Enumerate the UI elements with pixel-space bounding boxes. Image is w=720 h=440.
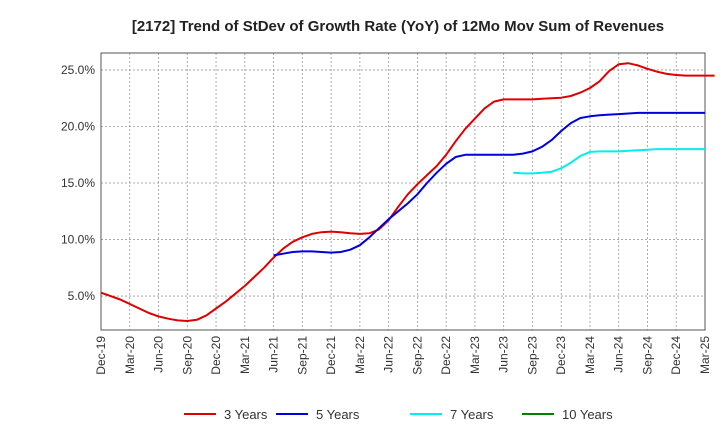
legend: 3 Years 5 Years 7 Years 10 Years (184, 407, 613, 422)
x-tick-label: Mar-25 (698, 336, 712, 374)
x-tick-label: Dec-20 (209, 336, 223, 375)
x-tick-label: Jun-20 (152, 336, 166, 373)
x-tick-label: Mar-20 (123, 336, 137, 374)
x-tick-label: Sep-24 (640, 336, 654, 375)
legend-label: 3 Years (224, 407, 268, 422)
x-tick-label: Sep-20 (180, 336, 194, 375)
x-axis: Dec-19 Mar-20 Jun-20 Sep-20 Dec-20 Mar-21 Jun-… (94, 336, 712, 375)
y-tick-label: 25.0% (61, 63, 95, 77)
legend-label: 10 Years (562, 407, 613, 422)
x-tick-label: Mar-23 (468, 336, 482, 374)
x-tick-label: Dec-21 (324, 336, 338, 375)
y-tick-label: 20.0% (61, 119, 95, 133)
y-tick-label: 10.0% (61, 233, 95, 247)
plot-area (100, 52, 706, 331)
legend-label: 7 Years (450, 407, 494, 422)
x-tick-label: Mar-21 (238, 336, 252, 374)
x-tick-label: Jun-24 (612, 336, 626, 373)
x-tick-label: Dec-19 (94, 336, 108, 375)
x-tick-label: Dec-24 (669, 336, 683, 375)
x-tick-label: Mar-24 (583, 336, 597, 374)
x-tick-label: Sep-22 (410, 336, 424, 375)
x-tick-label: Jun-22 (382, 336, 396, 373)
grid-lines (100, 53, 706, 330)
x-tick-label: Sep-21 (295, 336, 309, 375)
x-tick-label: Jun-23 (497, 336, 511, 373)
series-line-3-years (100, 62, 715, 322)
x-tick-label: Jun-21 (267, 336, 281, 373)
x-tick-label: Mar-22 (353, 336, 367, 374)
chart-title: [2172] Trend of StDev of Growth Rate (Yo… (132, 18, 664, 35)
x-tick-label: Dec-23 (554, 336, 568, 375)
y-axis: 5.0% 10.0% 15.0% 20.0% 25.0% (61, 63, 95, 303)
legend-label: 5 Years (316, 407, 360, 422)
x-tick-label: Dec-22 (439, 336, 453, 375)
series-lines (100, 62, 715, 322)
x-tick-label: Sep-23 (525, 336, 539, 375)
series-line-5-years (273, 111, 705, 257)
series-line-7-years (513, 148, 705, 175)
y-tick-label: 5.0% (68, 289, 96, 303)
y-tick-label: 15.0% (61, 176, 95, 190)
